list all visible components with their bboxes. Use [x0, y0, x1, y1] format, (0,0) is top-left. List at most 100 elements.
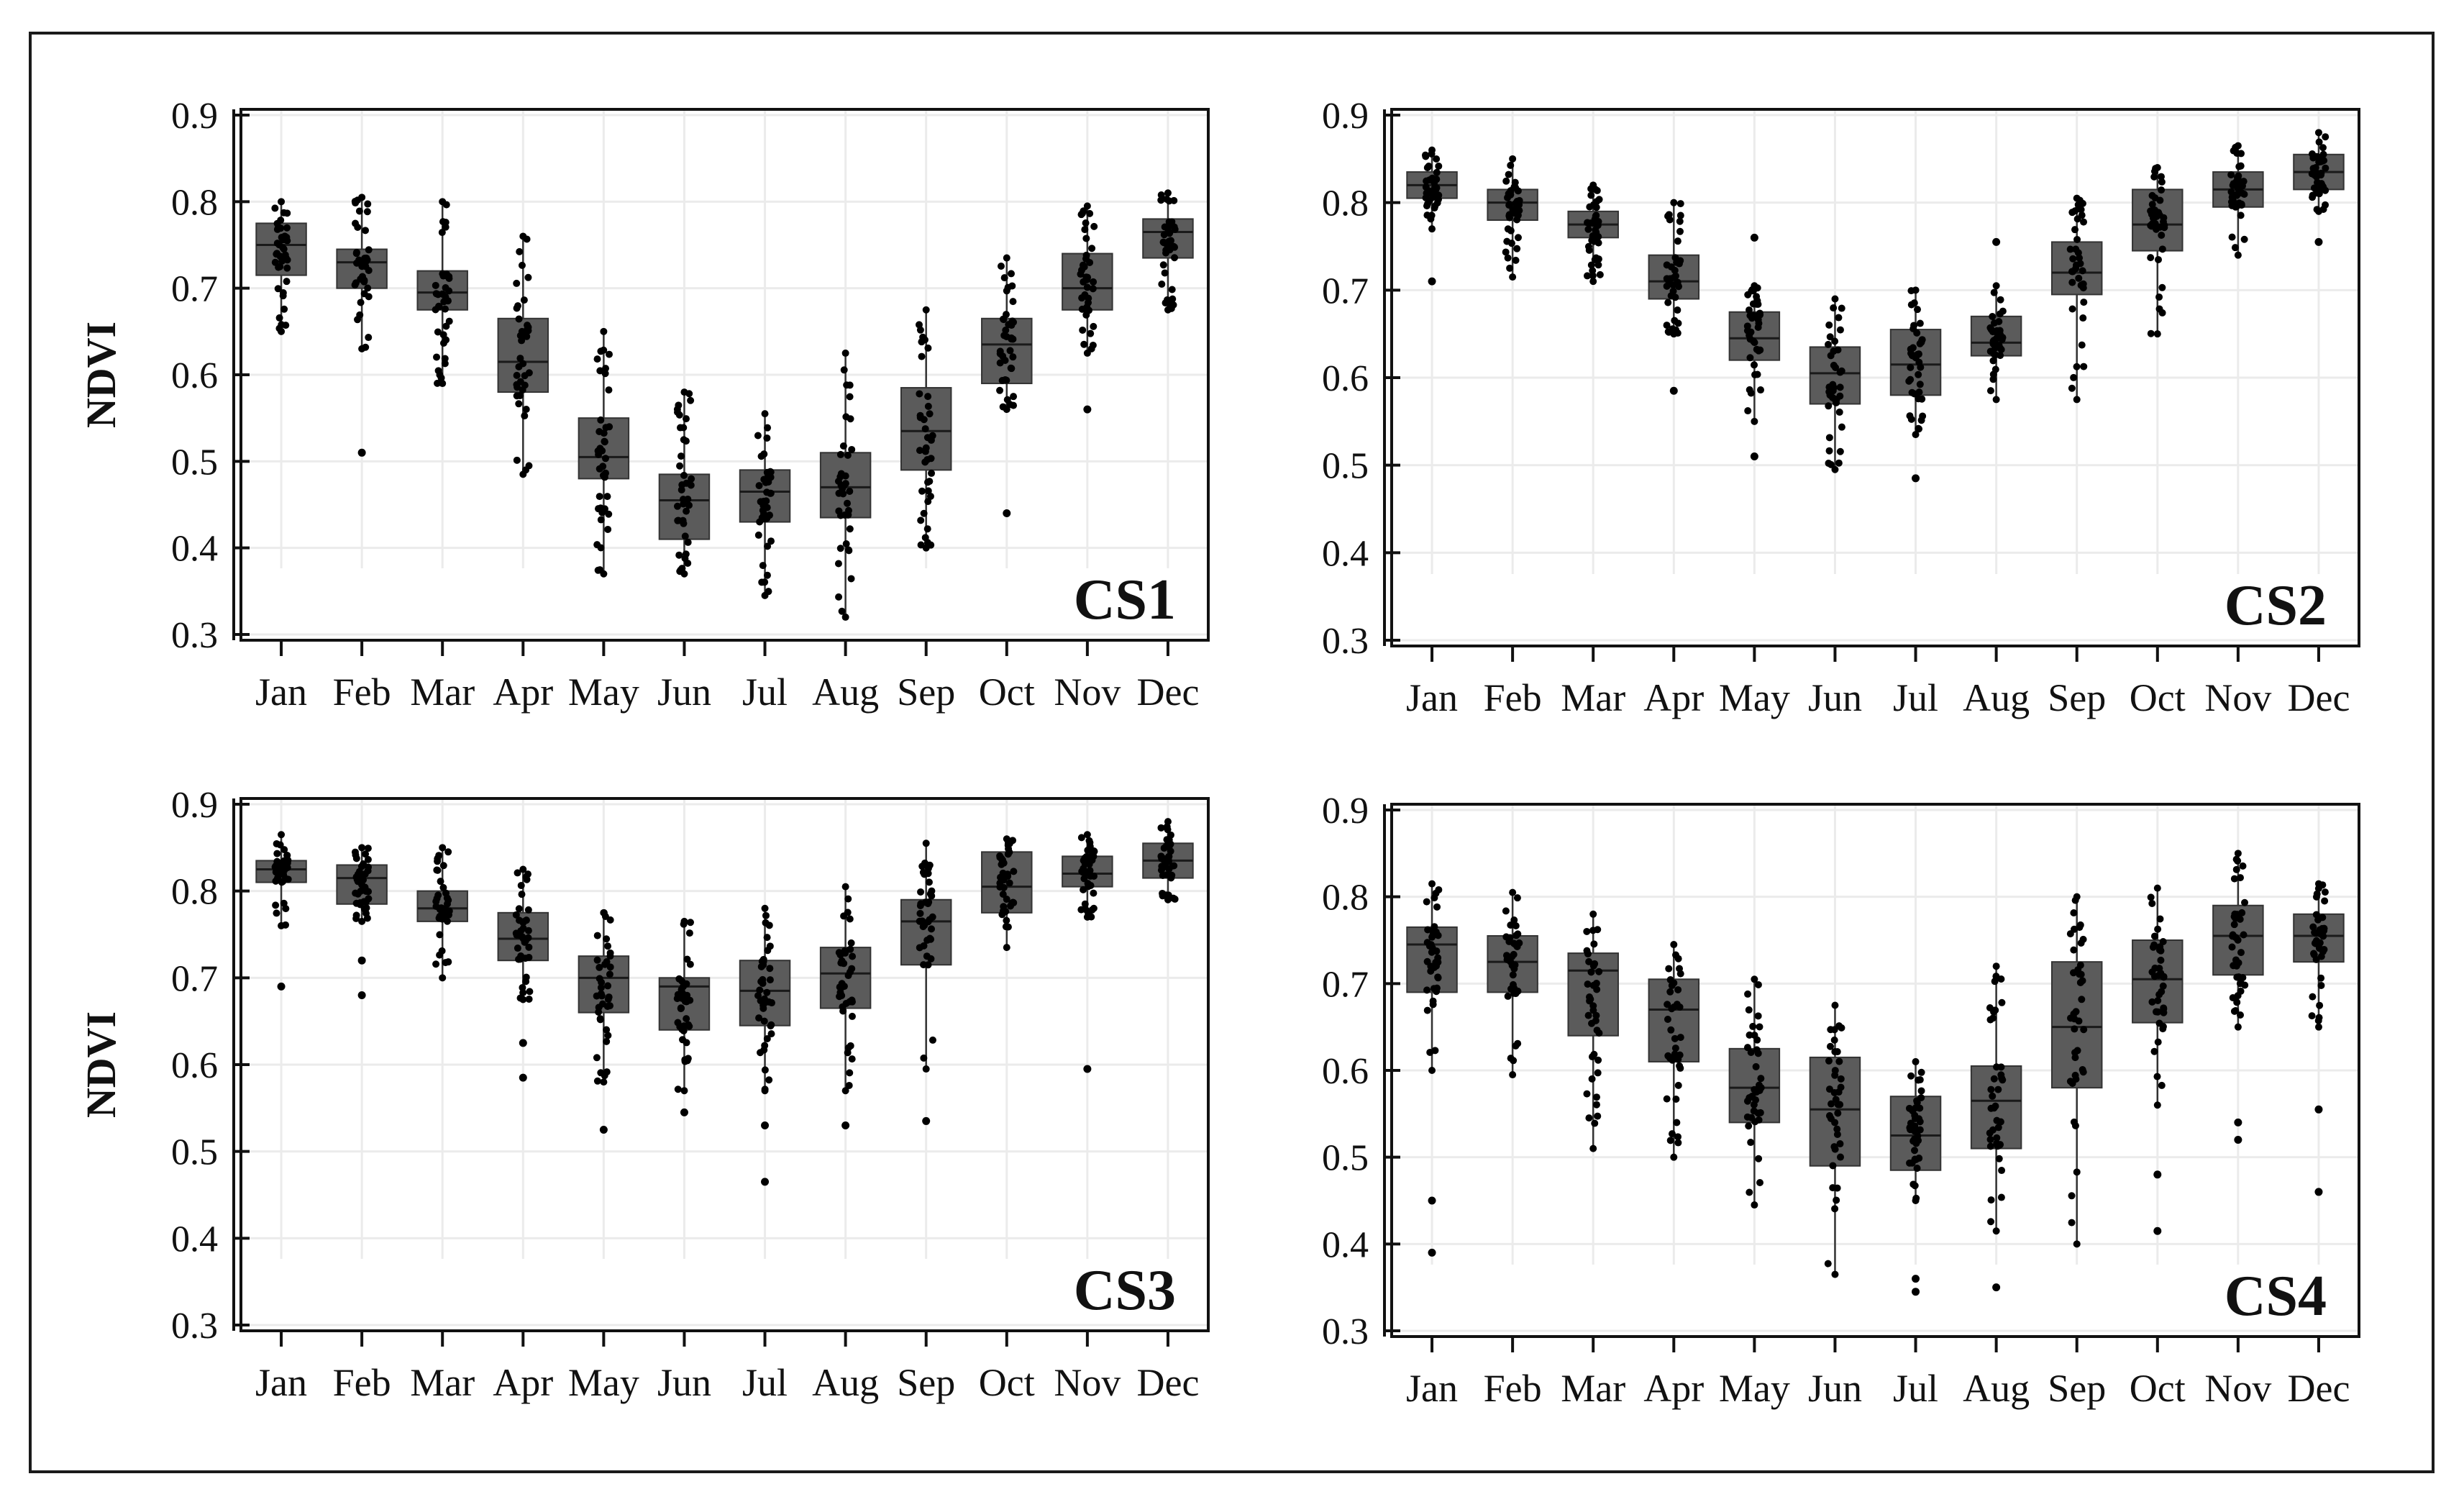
- data-point-min: [1831, 465, 1839, 473]
- data-point: [2312, 955, 2320, 963]
- data-point: [1433, 168, 1441, 176]
- data-point: [917, 516, 925, 524]
- x-tick-label: Jul: [1893, 676, 1938, 719]
- data-point: [1512, 1042, 1520, 1050]
- data-point: [2230, 921, 2238, 929]
- data-point: [1838, 423, 1845, 431]
- data-point: [2079, 1068, 2087, 1076]
- data-point: [1010, 393, 1018, 401]
- box-oct: [981, 254, 1033, 518]
- box-may: [1728, 233, 1781, 460]
- data-point: [760, 510, 768, 518]
- data-point: [1424, 189, 1432, 197]
- data-point: [1164, 855, 1172, 863]
- data-point: [1825, 402, 1833, 410]
- data-point: [997, 262, 1005, 270]
- data-point: [1081, 900, 1089, 908]
- data-point: [593, 1054, 601, 1062]
- data-point: [1830, 361, 1838, 369]
- data-point: [280, 899, 288, 907]
- data-points: [1421, 146, 1443, 286]
- data-point: [1825, 434, 1833, 442]
- data-point: [2150, 932, 2158, 940]
- box-may: [578, 909, 630, 1134]
- box-jan: [1406, 146, 1458, 286]
- data-point: [1996, 327, 2004, 334]
- data-point: [763, 988, 771, 996]
- data-point: [1007, 270, 1015, 278]
- data-point: [601, 1072, 608, 1080]
- data-point: [2158, 231, 2166, 239]
- data-point: [1989, 1126, 1997, 1134]
- data-point-max: [1003, 835, 1010, 843]
- data-point: [1431, 179, 1438, 187]
- data-point: [357, 887, 365, 895]
- data-point: [681, 1057, 689, 1065]
- data-point: [2159, 1023, 2167, 1031]
- data-point-max: [2153, 884, 2161, 892]
- data-point: [1993, 1134, 2001, 1142]
- data-point: [763, 571, 771, 579]
- data-point: [761, 578, 769, 586]
- data-point: [1827, 1115, 1835, 1123]
- box-jun: [1809, 1001, 1861, 1278]
- box-mar: [416, 198, 468, 388]
- data-point: [2080, 363, 2088, 370]
- figure-frame: [29, 32, 2435, 1473]
- data-point: [1676, 217, 1684, 225]
- data-point-min: [680, 570, 688, 578]
- data-point: [1589, 1002, 1597, 1010]
- box-mar: [1567, 181, 1619, 286]
- data-point: [845, 1081, 853, 1089]
- outlier-point: [357, 956, 366, 965]
- data-point: [1748, 314, 1756, 322]
- data-point: [918, 352, 926, 360]
- data-point: [1584, 950, 1592, 957]
- data-point: [1989, 328, 1997, 336]
- data-point-min: [2153, 330, 2161, 338]
- data-point: [433, 353, 441, 361]
- data-point: [996, 347, 1004, 355]
- data-point: [1915, 1115, 1923, 1123]
- data-point: [844, 895, 852, 903]
- box-jan: [255, 831, 307, 991]
- data-point: [1006, 347, 1014, 355]
- data-point: [1835, 459, 1843, 467]
- box-dec: [1142, 189, 1194, 314]
- data-point: [846, 487, 854, 495]
- data-points: [673, 388, 695, 578]
- data-point: [1907, 1119, 1915, 1127]
- y-tick-label: 0.9: [1322, 791, 1369, 832]
- data-point: [2311, 939, 2319, 947]
- x-tick-label: Aug: [1963, 676, 2030, 719]
- data-point: [2152, 223, 2160, 231]
- data-point: [848, 1055, 856, 1063]
- data-point: [2068, 1192, 2076, 1200]
- data-point: [276, 263, 284, 270]
- data-point: [840, 366, 848, 374]
- data-point: [2314, 916, 2322, 924]
- data-point: [1163, 836, 1171, 844]
- data-point: [1674, 986, 1682, 993]
- data-point: [674, 1085, 682, 1093]
- data-points: [2228, 850, 2249, 1144]
- data-point: [2071, 1121, 2079, 1129]
- data-point: [598, 978, 606, 986]
- data-point: [1748, 1092, 1756, 1100]
- data-point: [925, 898, 933, 906]
- data-point: [1585, 1114, 1593, 1122]
- data-points: [2227, 142, 2248, 259]
- data-point: [1917, 1068, 1925, 1076]
- panel-title: CS4: [2225, 1265, 2327, 1328]
- data-point: [1502, 907, 1510, 915]
- data-point: [1507, 921, 1515, 929]
- data-point: [280, 846, 288, 854]
- data-point: [1087, 872, 1095, 880]
- x-tick-label: Jan: [1406, 676, 1458, 719]
- data-point-max: [680, 917, 688, 925]
- outlier-point: [1912, 1275, 1920, 1283]
- x-tick-label: Jul: [742, 1361, 788, 1404]
- data-point: [1916, 381, 1924, 388]
- data-point-min: [2073, 1240, 2081, 1248]
- data-point: [594, 505, 602, 513]
